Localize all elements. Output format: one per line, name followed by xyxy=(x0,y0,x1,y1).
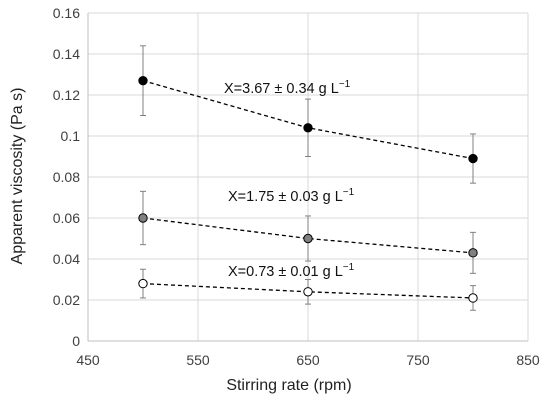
axes xyxy=(87,13,528,342)
data-point xyxy=(468,293,478,303)
series-label: X=3.67 ± 0.34 g L−1 xyxy=(224,79,351,97)
y-tick-label: 0.16 xyxy=(53,5,80,21)
series-line xyxy=(142,217,474,254)
data-point xyxy=(303,287,313,297)
y-tick-label: 0 xyxy=(72,333,80,349)
data-point xyxy=(138,75,148,86)
y-tick-label: 0.1 xyxy=(61,128,81,144)
data-point xyxy=(303,123,313,133)
y-tick-labels: 0 0.02 0.04 0.06 0.08 0.1 0.12 0.14 0.16 xyxy=(53,5,80,349)
series-line xyxy=(142,282,474,299)
y-tick-label: 0.04 xyxy=(53,251,80,267)
series-label: X=1.75 ± 0.03 g L−1 xyxy=(228,187,355,205)
y-tick-label: 0.06 xyxy=(53,210,80,226)
y-axis-title: Apparent viscosity (Pa s) xyxy=(9,88,26,265)
x-tick-labels: 450 550 650 750 850 xyxy=(76,352,540,368)
series-layer: X=3.67 ± 0.34 g L−1 X=1.75 ± 0.03 g L−1 X=… xyxy=(138,45,478,311)
series-group: X=3.67 ± 0.34 g L−1 xyxy=(138,45,478,184)
y-tick-label: 0.02 xyxy=(53,292,80,308)
data-point xyxy=(138,278,148,289)
y-tick-label: 0.12 xyxy=(53,87,80,103)
series-group: X=1.75 ± 0.03 g L−1 xyxy=(138,187,478,274)
x-tick-label: 650 xyxy=(296,352,320,368)
series-label: X=0.73 ± 0.01 g L−1 xyxy=(228,262,355,280)
y-tick-label: 0.14 xyxy=(53,46,80,62)
y-tick-label: 0.08 xyxy=(53,169,80,185)
data-point xyxy=(468,248,478,258)
x-tick-label: 550 xyxy=(186,352,210,368)
series-group: X=0.73 ± 0.01 g L−1 xyxy=(138,262,478,311)
x-tick-label: 450 xyxy=(76,352,100,368)
data-point xyxy=(303,233,313,244)
data-point xyxy=(468,153,478,164)
data-point xyxy=(138,213,148,223)
x-tick-label: 750 xyxy=(406,352,430,368)
x-tick-label: 850 xyxy=(516,352,540,368)
x-axis-title: Stirring rate (rpm) xyxy=(226,377,351,394)
